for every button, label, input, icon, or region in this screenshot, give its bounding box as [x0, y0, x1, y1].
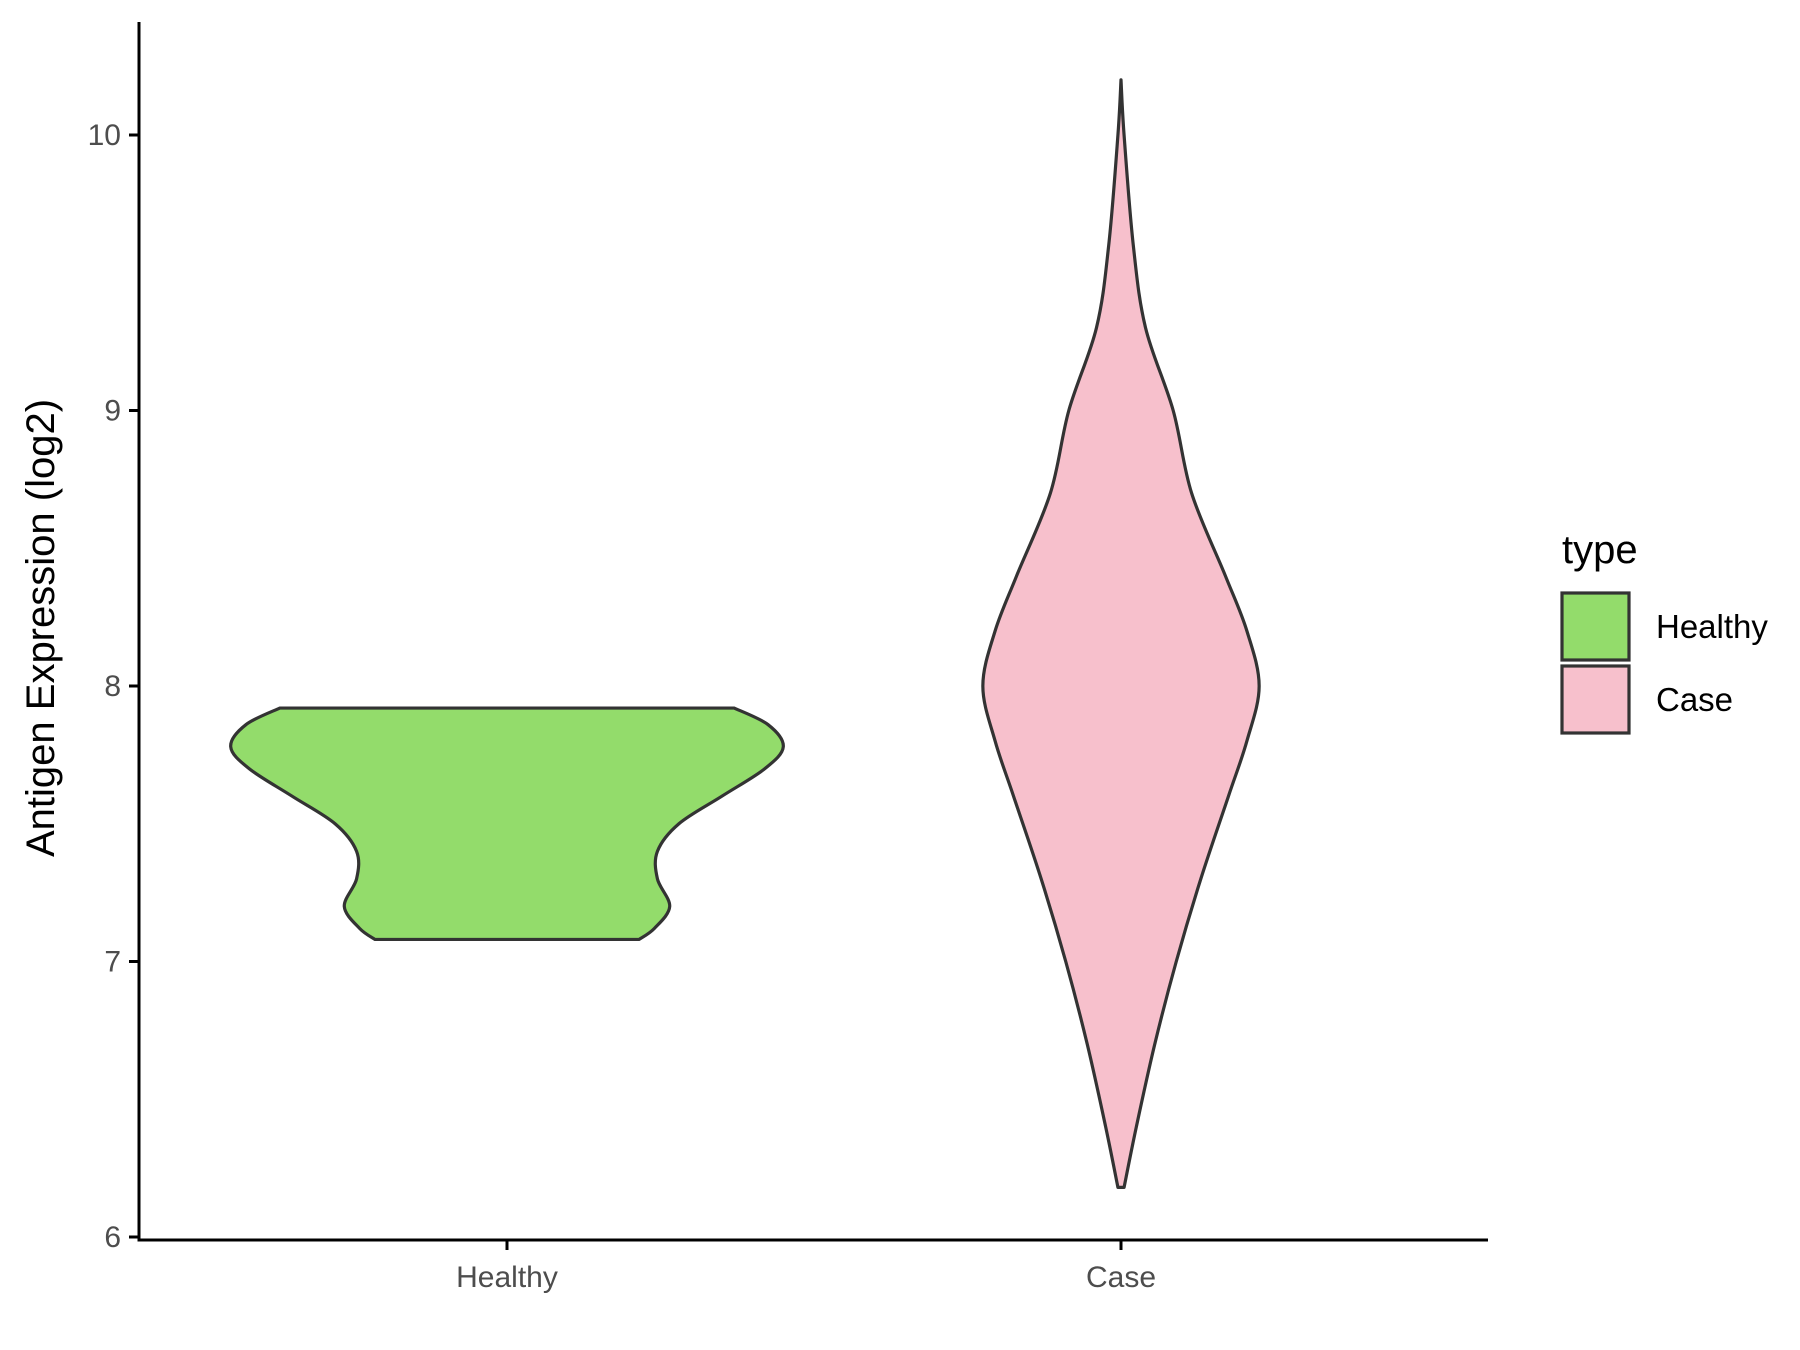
- legend-key-healthy: [1560, 591, 1631, 662]
- y-axis-ticks: 6 7 8 9 10: [88, 119, 139, 1254]
- axes: 6 7 8 9 10 Healthy Case: [88, 22, 1488, 1294]
- violin-layer: [229, 78, 1261, 1190]
- legend-items: Healthy Case: [1560, 591, 1768, 735]
- y-tick-label: 6: [104, 1221, 121, 1254]
- x-tick-label: Case: [1086, 1261, 1156, 1294]
- x-axis-ticks: Healthy Case: [456, 1240, 1156, 1294]
- violin-healthy: [229, 706, 785, 942]
- violin-case: [981, 78, 1261, 1190]
- legend-label-case: Case: [1656, 681, 1733, 718]
- legend-title: type: [1562, 528, 1638, 572]
- y-tick-label: 7: [104, 946, 121, 979]
- legend: type Healthy Case: [1560, 528, 1768, 735]
- y-tick-label: 8: [104, 670, 121, 703]
- y-tick-label: 9: [104, 395, 121, 428]
- x-tick-label: Healthy: [456, 1261, 558, 1294]
- y-axis-title: Antigen Expression (log2): [19, 399, 63, 857]
- legend-key-case: [1560, 664, 1631, 735]
- y-tick-label: 10: [88, 119, 121, 152]
- legend-label-healthy: Healthy: [1656, 608, 1768, 645]
